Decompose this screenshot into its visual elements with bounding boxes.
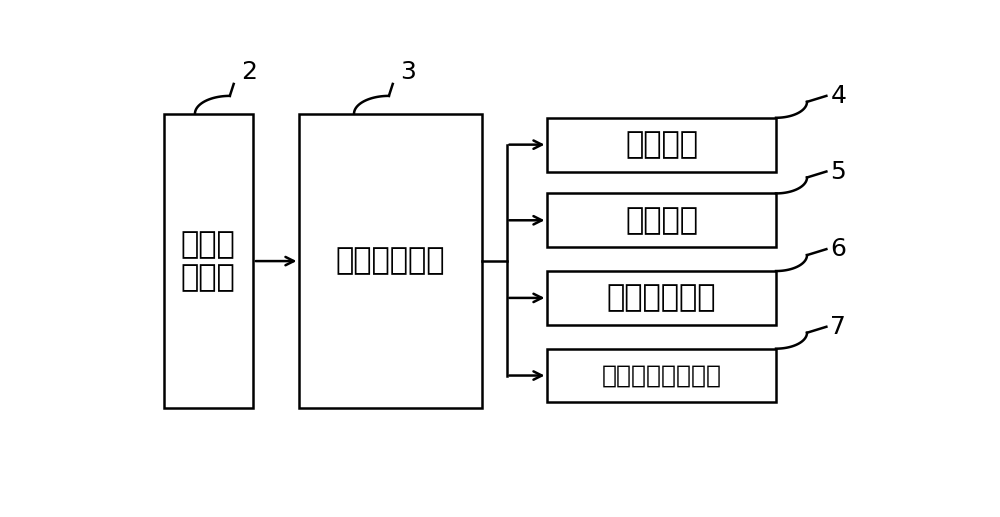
Text: 分析模块: 分析模块 (625, 206, 698, 235)
Text: 4: 4 (830, 84, 846, 108)
Bar (547, 348, 776, 402)
Text: 6: 6 (830, 237, 846, 261)
Bar (164, 114, 253, 408)
Bar (299, 114, 482, 408)
Bar (547, 118, 776, 172)
Text: 中央处理模块: 中央处理模块 (336, 247, 445, 276)
Text: 检测报告生成模块: 检测报告生成模块 (602, 363, 722, 388)
Text: 数据存储模块: 数据存储模块 (607, 283, 716, 312)
Text: 声音采
集模块: 声音采 集模块 (181, 230, 236, 293)
Text: 5: 5 (830, 160, 846, 184)
Text: 2: 2 (241, 60, 257, 84)
Text: 3: 3 (401, 60, 416, 84)
Text: 7: 7 (830, 315, 846, 339)
Text: 调音模块: 调音模块 (625, 130, 698, 159)
Bar (547, 193, 776, 247)
Bar (547, 271, 776, 325)
